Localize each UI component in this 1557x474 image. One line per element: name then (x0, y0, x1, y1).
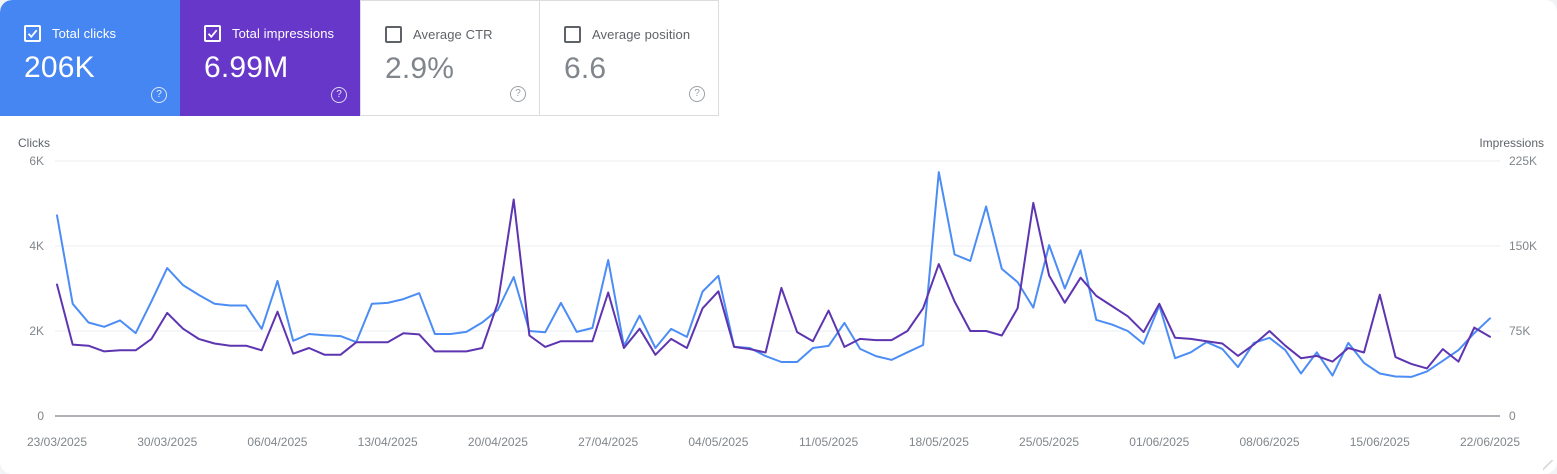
x-axis-date-label: 22/06/2025 (1460, 435, 1520, 449)
metric-card-header: Average CTR (385, 26, 539, 43)
metric-card-value: 6.99M (204, 51, 289, 84)
x-axis-date-label: 23/03/2025 (27, 435, 87, 449)
x-axis-date-label: 11/05/2025 (799, 435, 858, 449)
help-icon[interactable]: ? (510, 86, 526, 102)
metric-card-average-ctr[interactable]: Average CTR 2.9% ? (360, 0, 540, 116)
metric-card-total-impressions[interactable]: Total impressions 6.99M ? (180, 0, 360, 116)
metric-card-header: Average position (564, 26, 718, 43)
metric-card-label: Total impressions (232, 26, 335, 41)
x-axis-date-label: 06/04/2025 (247, 435, 307, 449)
total-clicks-line (56, 171, 1491, 378)
metric-card-label: Average position (592, 27, 691, 42)
x-axis-date-label: 15/06/2025 (1350, 435, 1410, 449)
right-axis-tick-label: 75K (1509, 324, 1530, 338)
x-axis-date-label: 18/05/2025 (909, 435, 969, 449)
metric-card-header: Total impressions (204, 25, 360, 42)
metric-card-label: Total clicks (52, 26, 117, 41)
right-axis-title: Impressions (1479, 136, 1544, 150)
help-icon[interactable]: ? (331, 87, 347, 103)
checkbox-unchecked-icon[interactable] (385, 26, 402, 43)
x-axis-date-label: 13/04/2025 (358, 435, 418, 449)
metric-card-value: 2.9% (385, 52, 455, 85)
checkbox-checked-icon[interactable] (204, 25, 221, 42)
left-axis-title: Clicks (18, 136, 50, 150)
metric-card-header: Total clicks (24, 25, 180, 42)
total-impressions-line (56, 198, 1491, 370)
right-axis-tick-label: 0 (1509, 409, 1516, 423)
help-icon[interactable]: ? (151, 87, 167, 103)
x-axis-date-label: 08/06/2025 (1240, 435, 1300, 449)
x-axis-date-label: 25/05/2025 (1019, 435, 1079, 449)
x-axis-date-label: 30/03/2025 (137, 435, 197, 449)
metric-cards-row: Total clicks 206K ? Total impressions 6.… (0, 0, 719, 116)
right-axis-tick-label: 150K (1509, 239, 1537, 253)
metric-card-total-clicks[interactable]: Total clicks 206K ? (0, 0, 180, 116)
x-axis-date-label: 20/04/2025 (468, 435, 528, 449)
left-axis-tick-label: 2K (29, 324, 44, 338)
x-axis-date-label: 27/04/2025 (578, 435, 638, 449)
metric-card-value: 206K (24, 51, 95, 84)
x-axis-date-label: 04/05/2025 (688, 435, 748, 449)
metric-card-label: Average CTR (413, 27, 493, 42)
x-axis-date-label: 01/06/2025 (1129, 435, 1189, 449)
checkbox-unchecked-icon[interactable] (564, 26, 581, 43)
right-axis-tick-label: 225K (1509, 154, 1537, 168)
help-icon[interactable]: ? (689, 86, 705, 102)
metric-card-average-position[interactable]: Average position 6.6 ? (539, 0, 719, 116)
checkbox-checked-icon[interactable] (24, 25, 41, 42)
left-axis-tick-label: 4K (29, 239, 44, 253)
resize-grip[interactable] (1543, 460, 1556, 473)
metric-card-value: 6.6 (564, 52, 607, 85)
left-axis-tick-label: 0 (37, 409, 44, 423)
left-axis-tick-label: 6K (29, 154, 44, 168)
